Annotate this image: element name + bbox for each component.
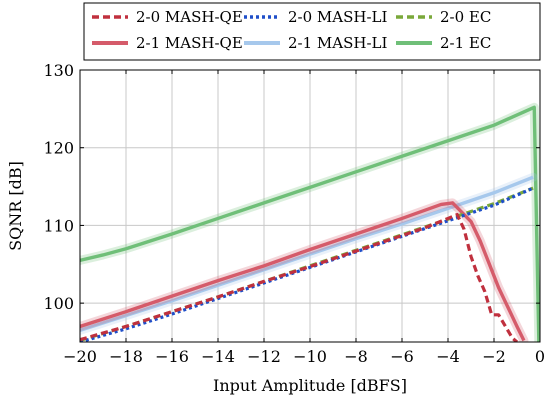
series-line-2-1-mash-li [80, 175, 534, 332]
x-tick-label: −10 [293, 347, 327, 366]
x-tick-label: −2 [482, 347, 506, 366]
x-tick-label: −20 [63, 347, 97, 366]
legend-label-2-1-mash-qe: 2-1 MASH-QE [136, 34, 243, 52]
series-line-2-0-mash-qe [80, 212, 519, 342]
legend-label-2-0-mash-li: 2-0 MASH-LI [288, 8, 388, 26]
x-tick-label: −12 [247, 347, 281, 366]
legend-label-2-1-mash-li: 2-1 MASH-LI [288, 34, 388, 52]
x-axis-title: Input Amplitude [dBFS] [213, 376, 407, 395]
ticks [79, 69, 541, 342]
y-tick-label: 100 [43, 294, 74, 313]
legend-label-2-1-ec: 2-1 EC [440, 34, 491, 52]
x-tick-label: 0 [535, 347, 545, 366]
y-tick-label: 130 [43, 61, 74, 80]
x-tick-label: −8 [344, 347, 368, 366]
series-layer [80, 102, 540, 342]
series-line-2-0-mash-li [80, 186, 534, 342]
legend: 2-0 MASH-QE 2-0 MASH-LI 2-0 EC 2-1 MASH-QE 2… [83, 2, 541, 61]
x-tick-label: −4 [436, 347, 460, 366]
legend-label-2-0-mash-qe: 2-0 MASH-QE [136, 8, 243, 26]
x-tick-label: −14 [201, 347, 235, 366]
series-line-2-1-ec [80, 105, 540, 342]
legend-label-2-0-ec: 2-0 EC [440, 8, 491, 26]
y-tick-label: 110 [43, 216, 74, 235]
x-tick-label: −16 [155, 347, 189, 366]
y-tick-label: 120 [43, 139, 74, 158]
legend-box [83, 2, 541, 61]
series-line-2-1-mash-qe [80, 201, 526, 342]
y-axis-title: SQNR [dB] [6, 161, 25, 251]
x-tick-label: −18 [109, 347, 143, 366]
x-tick-label: −6 [390, 347, 414, 366]
